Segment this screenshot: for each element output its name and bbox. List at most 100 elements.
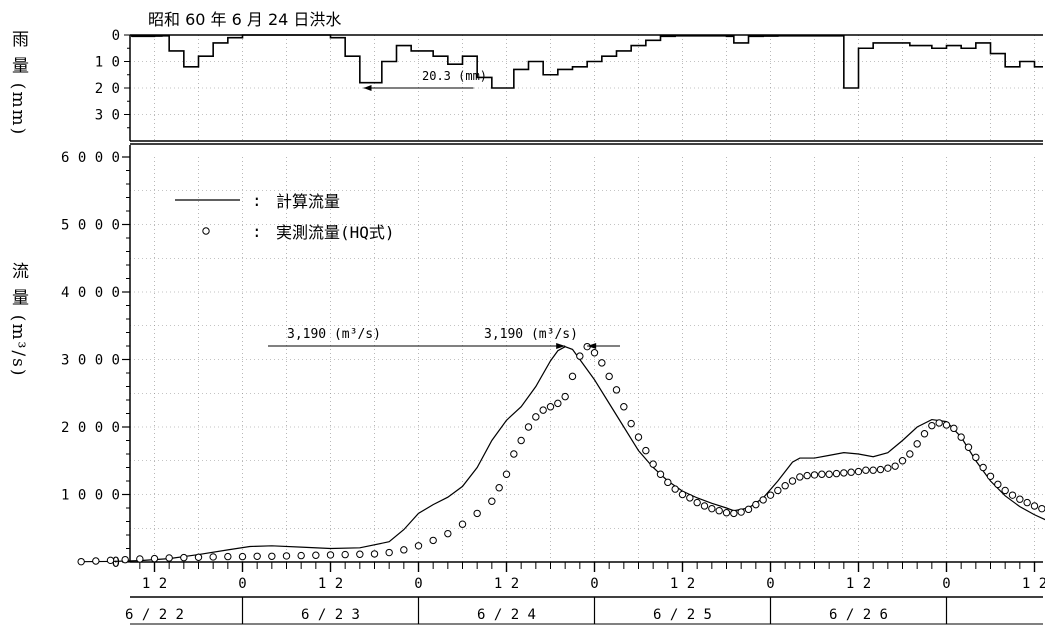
flow-y-tick-label: 3 0 0 0 bbox=[61, 353, 120, 369]
rain-total-label: 20.3 (mm) bbox=[422, 69, 487, 83]
observed-flow-point bbox=[312, 551, 320, 559]
observed-flow-point bbox=[898, 457, 907, 465]
observed-flow-point bbox=[502, 470, 511, 478]
rainfall-step-line bbox=[131, 34, 1043, 89]
observed-flow-point bbox=[935, 419, 943, 427]
x-axis: 1 2 0 1 2 0 1 2 0 1 2 0 1 2 0 1 2 6 / 2 2 6 / 2 3 6 /… bbox=[125, 562, 1045, 625]
observed-flow-point bbox=[920, 430, 929, 438]
x-hour-label: 1 2 bbox=[670, 576, 695, 592]
observed-flow-point bbox=[473, 509, 481, 518]
annotations: 20.3 (mm) 3,190 (m³/s) 3,190 (m³/s) bbox=[268, 69, 620, 349]
x-hour-label: 0 bbox=[766, 576, 774, 592]
observed-flow-point bbox=[913, 440, 921, 448]
rain-y-tick-label: 1 0 bbox=[95, 55, 120, 71]
observed-flow-point bbox=[194, 553, 203, 561]
x-date-label: 6 / 2 6 bbox=[829, 607, 888, 623]
observed-flow-point bbox=[979, 463, 987, 472]
observed-flow-point bbox=[634, 433, 643, 441]
observed-flow-point bbox=[370, 550, 379, 558]
observed-flow-point bbox=[238, 552, 247, 561]
observed-flow-point bbox=[576, 352, 584, 360]
flow-axis-label: 流 量 (m³/s) bbox=[8, 262, 28, 378]
observed-flow-point bbox=[495, 484, 503, 492]
observed-flow-point bbox=[268, 552, 276, 560]
x-hour-label: 1 2 bbox=[494, 576, 519, 592]
observed-flow-point bbox=[693, 498, 701, 507]
flow-panel: 0 1 0 0 0 2 0 0 0 3 0 0 0 4 0 0 0 5 0 0 0 6 0 … bbox=[61, 145, 1045, 571]
observed-flow-point bbox=[730, 509, 738, 518]
x-date-label: 6 / 2 4 bbox=[477, 607, 536, 623]
observed-flow-point bbox=[92, 557, 100, 565]
observed-flow-point bbox=[612, 386, 621, 394]
legend-sep: : bbox=[252, 222, 262, 241]
x-hour-label: 1 2 bbox=[846, 576, 871, 592]
rain-axis-label: 雨 量 (mm) bbox=[8, 30, 28, 137]
observed-flow-point bbox=[942, 421, 951, 429]
observed-flow-point bbox=[928, 421, 936, 430]
observed-flow-point bbox=[818, 470, 826, 478]
observed-flow-point bbox=[517, 436, 525, 445]
legend-sep: : bbox=[252, 191, 262, 210]
observed-flow-point bbox=[759, 496, 767, 504]
observed-flow-point bbox=[700, 502, 709, 510]
observed-flow-point bbox=[385, 548, 393, 557]
observed-flow-point bbox=[906, 450, 914, 458]
observed-flow-point bbox=[788, 477, 797, 485]
observed-flow-point bbox=[671, 485, 679, 493]
observed-flow-point bbox=[1023, 498, 1031, 507]
peak-left-arrow bbox=[556, 343, 566, 349]
flow-y-tick-label: 6 0 0 0 bbox=[61, 150, 120, 166]
observed-flow-point bbox=[150, 554, 159, 563]
x-hour-label: 1 2 bbox=[1022, 576, 1045, 592]
flow-y-tick-label: 1 0 0 0 bbox=[61, 488, 120, 504]
observed-flow-point bbox=[964, 443, 973, 451]
observed-flow-point bbox=[986, 472, 995, 480]
observed-flow-point bbox=[341, 550, 349, 559]
observed-flow-point bbox=[539, 406, 547, 414]
observed-flow-point bbox=[1038, 504, 1045, 513]
observed-flow-point bbox=[253, 552, 261, 560]
observed-flow-point bbox=[106, 556, 115, 565]
observed-flow-point bbox=[891, 462, 899, 470]
x-hour-label: 0 bbox=[942, 576, 950, 592]
observed-flow-point bbox=[356, 550, 364, 558]
observed-flow-point bbox=[429, 536, 437, 545]
observed-flow-point bbox=[737, 508, 745, 516]
rain-y-tick-label: 3 0 bbox=[95, 108, 120, 124]
grid-lines bbox=[130, 35, 1043, 562]
observed-flow-point bbox=[546, 403, 555, 411]
observed-flow-point bbox=[972, 453, 980, 462]
observed-flow-point bbox=[444, 529, 452, 538]
observed-flow-point bbox=[876, 465, 885, 474]
observed-flow-point bbox=[803, 471, 811, 480]
observed-flow-point bbox=[620, 403, 628, 411]
legend-label-observed: 実測流量(HQ式) bbox=[276, 223, 395, 242]
observed-flow-point bbox=[994, 480, 1002, 489]
legend-label-calculated: 計算流量 bbox=[276, 192, 340, 211]
x-date-label: 6 / 2 2 bbox=[125, 607, 184, 623]
observed-flow-point bbox=[77, 557, 85, 566]
observed-flow-point bbox=[656, 470, 665, 478]
rain-panel: 0 1 0 2 0 3 0 bbox=[95, 28, 1043, 145]
observed-flow-point bbox=[884, 464, 892, 472]
observed-flow-point bbox=[744, 505, 753, 514]
observed-flow-point bbox=[810, 471, 819, 479]
observed-flow-point bbox=[1008, 491, 1017, 499]
flow-y-tick-label: 2 0 0 0 bbox=[61, 420, 120, 436]
observed-flow-point bbox=[708, 504, 716, 513]
peak-right-arrow bbox=[587, 343, 597, 349]
observed-flow-point bbox=[326, 551, 335, 559]
observed-flow-point bbox=[458, 520, 467, 528]
observed-flow-point bbox=[847, 468, 855, 476]
x-date-label: 6 / 2 5 bbox=[653, 607, 712, 623]
observed-flow-point bbox=[642, 446, 650, 455]
observed-flow-point bbox=[1030, 502, 1039, 510]
observed-flow-point bbox=[1016, 495, 1024, 503]
observed-flow-point bbox=[598, 359, 606, 367]
observed-flow-point bbox=[832, 469, 841, 478]
observed-flow-point bbox=[414, 542, 423, 550]
x-hour-label: 0 bbox=[590, 576, 598, 592]
flow-y-tick-label: 0 bbox=[112, 555, 120, 571]
observed-flow-point bbox=[224, 552, 232, 561]
